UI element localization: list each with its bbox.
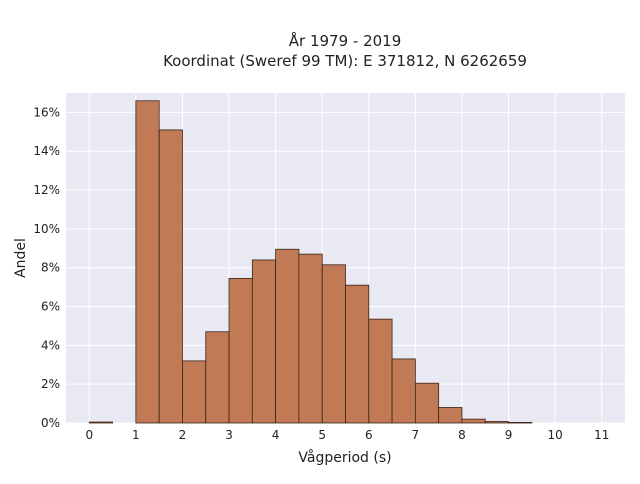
bars xyxy=(88,100,533,424)
histogram-bar-7 xyxy=(275,248,300,424)
x-tick-label: 7 xyxy=(412,428,420,442)
x-tick-label: 0 xyxy=(85,428,93,442)
histogram-bar-0 xyxy=(88,421,113,424)
histogram-bar-11 xyxy=(368,318,393,424)
histogram-bar-5 xyxy=(228,277,253,424)
histogram-bar-17 xyxy=(508,422,533,424)
chart-subtitle: Koordinat (Sweref 99 TM): E 371812, N 62… xyxy=(163,52,527,70)
y-tick-label: 8% xyxy=(41,261,60,275)
y-tick-label: 10% xyxy=(33,222,60,236)
chart-title: År 1979 - 2019 xyxy=(289,31,402,50)
x-tick-label: 11 xyxy=(594,428,609,442)
y-tick-label: 2% xyxy=(41,377,60,391)
y-tick-label: 6% xyxy=(41,300,60,314)
histogram-bar-9 xyxy=(321,264,346,424)
x-axis-label: Vågperiod (s) xyxy=(298,449,391,466)
x-tick-label: 9 xyxy=(505,428,513,442)
y-tick-label: 16% xyxy=(33,105,60,119)
x-axis-ticks: 0 1 2 3 4 5 6 7 8 9 10 11 xyxy=(85,428,609,442)
histogram-bar-14 xyxy=(438,407,463,424)
histogram-bar-12 xyxy=(391,358,416,424)
histogram-bar-3 xyxy=(182,360,207,424)
x-tick-label: 2 xyxy=(179,428,187,442)
y-tick-label: 0% xyxy=(41,416,60,430)
histogram-bar-8 xyxy=(298,253,323,424)
x-tick-label: 8 xyxy=(458,428,466,442)
x-tick-label: 6 xyxy=(365,428,373,442)
x-tick-label: 5 xyxy=(318,428,326,442)
histogram-bar-2 xyxy=(158,129,183,424)
histogram-bar-10 xyxy=(345,284,370,424)
histogram-bar-15 xyxy=(461,418,486,424)
histogram-bar-4 xyxy=(205,331,230,424)
histogram-bar-6 xyxy=(251,259,277,424)
histogram-bar-16 xyxy=(484,421,509,424)
x-tick-label: 1 xyxy=(132,428,140,442)
y-axis-ticks: 0% 2% 4% 6% 8% 10% 12% 14% 16% xyxy=(33,105,60,430)
y-tick-label: 4% xyxy=(41,338,60,352)
y-tick-label: 12% xyxy=(33,183,60,197)
histogram-bar-1 xyxy=(135,100,160,424)
histogram-bar-13 xyxy=(414,382,440,424)
x-tick-label: 10 xyxy=(547,428,562,442)
y-tick-label: 14% xyxy=(33,144,60,158)
x-tick-label: 4 xyxy=(272,428,280,442)
x-tick-label: 3 xyxy=(225,428,233,442)
y-axis-label: Andel xyxy=(13,238,29,278)
